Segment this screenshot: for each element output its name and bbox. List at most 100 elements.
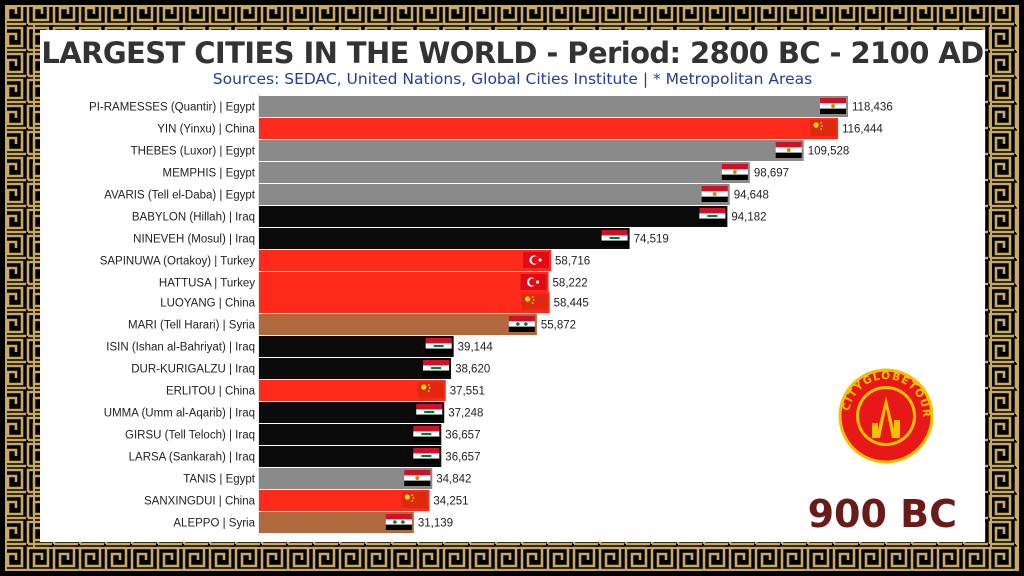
flag-icon <box>423 360 450 376</box>
cityglobetour-logo: CITYGLOBETOUR <box>838 368 934 464</box>
chart-title: LARGEST CITIES IN THE WORLD - Period: 28… <box>41 36 984 70</box>
category-label: UMMA (Umm al-Aqarib) | Iraq <box>104 408 255 420</box>
bar-row: SAPINUWA (Ortakoy) | Turkey 58,716 <box>100 250 590 271</box>
bar-row: DUR-KURIGALZU | Iraq 38,620 <box>131 358 490 379</box>
value-label: 37,551 <box>450 386 485 398</box>
category-label: BABYLON (Hillah) | Iraq <box>132 212 255 224</box>
bar-row: MARI (Tell Harari) | Syria 55,872 <box>128 314 576 335</box>
category-label: MEMPHIS | Egypt <box>163 168 256 180</box>
category-label: PI-RAMESSES (Quantir) | Egypt <box>89 102 256 114</box>
bar <box>259 140 804 161</box>
value-label: 58,716 <box>555 256 590 268</box>
bar <box>259 446 442 467</box>
bar <box>259 162 750 183</box>
flag-icon <box>404 470 431 486</box>
bar <box>259 250 552 271</box>
bar <box>259 272 549 293</box>
category-label: THEBES (Luxor) | Egypt <box>131 146 256 158</box>
category-label: MARI (Tell Harari) | Syria <box>128 320 256 332</box>
bar-row: THEBES (Luxor) | Egypt 109,528 <box>131 140 850 161</box>
year-label: 900 BC <box>807 492 957 536</box>
bar-chart: PI-RAMESSES (Quantir) | Egypt 118,436 YIN … <box>89 94 893 536</box>
value-label: 118,436 <box>852 102 893 114</box>
category-label: ERLITOU | China <box>166 386 256 398</box>
value-label: 38,620 <box>455 364 490 376</box>
bar-row: ALEPPO | Syria 31,139 <box>173 512 453 533</box>
flag-icon <box>699 208 726 224</box>
bar <box>259 358 452 379</box>
value-label: 58,222 <box>553 278 588 290</box>
bar-row: MEMPHIS | Egypt 98,697 <box>163 162 789 183</box>
flag-icon <box>417 382 444 398</box>
flag-icon <box>520 274 547 290</box>
bar-row: SANXINGDUI | China 34,251 <box>144 490 469 511</box>
flag-icon <box>413 448 440 464</box>
bar-row: LUOYANG | China 58,445 <box>160 292 589 313</box>
flag-icon <box>401 492 428 508</box>
flag-icon <box>820 98 846 114</box>
value-label: 55,872 <box>541 320 576 332</box>
value-label: 37,248 <box>448 408 483 420</box>
bar-row: UMMA (Umm al-Aqarib) | Iraq 37,248 <box>104 402 483 423</box>
value-label: 36,657 <box>445 452 480 464</box>
category-label: ALEPPO | Syria <box>173 518 255 530</box>
bar-row: NINEVEH (Mosul) | Iraq 74,519 <box>133 228 669 249</box>
bar <box>259 314 537 335</box>
flag-icon <box>521 294 548 310</box>
bar <box>259 424 442 445</box>
bar <box>259 402 445 423</box>
value-label: 94,648 <box>734 190 769 202</box>
bar-row: LARSA (Sankarah) | Iraq 36,657 <box>129 446 480 467</box>
value-label: 98,697 <box>754 168 789 180</box>
value-label: 58,445 <box>554 298 589 310</box>
flag-icon <box>416 404 443 420</box>
category-label: YIN (Yinxu) | China <box>157 124 255 136</box>
bar <box>259 118 839 139</box>
value-label: 94,182 <box>731 212 766 224</box>
bar-row: GIRSU (Tell Teloch) | Iraq 36,657 <box>125 424 480 445</box>
value-label: 116,444 <box>842 124 883 136</box>
category-label: HATTUSA | Turkey <box>159 278 255 290</box>
flag-icon <box>721 164 748 180</box>
flag-icon <box>775 142 802 158</box>
category-label: GIRSU (Tell Teloch) | Iraq <box>125 430 255 442</box>
value-label: 31,139 <box>418 518 453 530</box>
flag-icon <box>413 426 440 442</box>
category-label: AVARIS (Tell el-Daba) | Egypt <box>104 190 256 202</box>
bar <box>259 512 414 533</box>
bar-row: TANIS | Egypt 34,842 <box>183 468 471 489</box>
category-label: SAPINUWA (Ortakoy) | Turkey <box>100 256 256 268</box>
bar <box>259 96 848 117</box>
bar-row: PI-RAMESSES (Quantir) | Egypt 118,436 <box>89 96 893 117</box>
bar <box>259 468 433 489</box>
flag-icon <box>601 230 628 246</box>
flag-icon <box>523 252 550 268</box>
flag-icon <box>810 120 837 136</box>
category-label: DUR-KURIGALZU | Iraq <box>131 364 255 376</box>
bar <box>259 184 730 205</box>
flag-icon <box>701 186 728 202</box>
bar <box>259 292 550 313</box>
bar-row: YIN (Yinxu) | China 116,444 <box>157 118 883 139</box>
bar-row: ERLITOU | China 37,551 <box>166 380 485 401</box>
bar-row: BABYLON (Hillah) | Iraq 94,182 <box>132 206 767 227</box>
chart-panel: PI-RAMESSES (Quantir) | Egypt 118,436 YIN … <box>40 30 985 542</box>
value-label: 39,144 <box>458 342 494 354</box>
bar <box>259 206 728 227</box>
flag-icon <box>425 338 452 354</box>
category-label: LUOYANG | China <box>160 298 255 310</box>
category-label: LARSA (Sankarah) | Iraq <box>129 452 255 464</box>
value-label: 34,842 <box>436 474 471 486</box>
bar-row: ISIN (Ishan al-Bahriyat) | Iraq 39,144 <box>106 336 493 357</box>
bar <box>259 336 454 357</box>
category-label: NINEVEH (Mosul) | Iraq <box>133 234 255 246</box>
category-label: TANIS | Egypt <box>183 474 256 486</box>
value-label: 34,251 <box>433 496 468 508</box>
bar <box>259 228 630 249</box>
category-label: SANXINGDUI | China <box>144 496 256 508</box>
bar-row: AVARIS (Tell el-Daba) | Egypt 94,648 <box>104 184 769 205</box>
bar <box>259 490 430 511</box>
value-label: 109,528 <box>808 146 850 158</box>
value-label: 74,519 <box>634 234 669 246</box>
